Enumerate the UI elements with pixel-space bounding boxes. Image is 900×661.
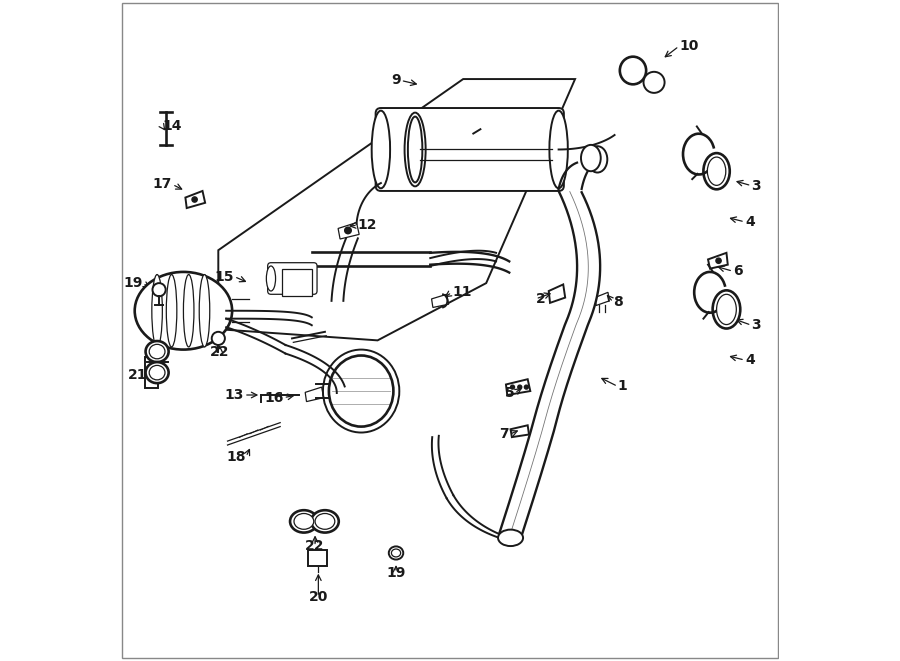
Ellipse shape [146,362,168,383]
FancyBboxPatch shape [267,262,317,294]
FancyBboxPatch shape [283,269,312,296]
Text: 4: 4 [745,353,754,367]
Text: 17: 17 [153,177,172,192]
Text: 3: 3 [752,318,761,332]
Polygon shape [338,223,359,239]
Text: 22: 22 [305,539,325,553]
Ellipse shape [392,549,400,557]
Ellipse shape [549,110,568,188]
Polygon shape [305,387,324,402]
Ellipse shape [135,272,232,350]
Text: 4: 4 [745,215,754,229]
Ellipse shape [389,547,403,560]
Circle shape [716,258,721,263]
Circle shape [152,283,166,296]
Ellipse shape [707,157,725,185]
Text: 11: 11 [452,286,472,299]
Ellipse shape [581,145,600,171]
Text: 19: 19 [386,566,406,580]
Text: 1: 1 [617,379,627,393]
Text: 8: 8 [613,295,623,309]
Text: 22: 22 [210,344,230,358]
Text: 21: 21 [128,368,148,382]
Polygon shape [595,292,609,305]
Polygon shape [185,191,205,208]
Ellipse shape [315,514,335,529]
Ellipse shape [166,274,176,347]
Polygon shape [432,294,449,307]
Ellipse shape [408,116,422,182]
Ellipse shape [149,344,165,359]
Ellipse shape [713,290,741,329]
Text: 2: 2 [536,292,545,306]
FancyBboxPatch shape [145,358,158,388]
Ellipse shape [149,366,165,380]
Ellipse shape [328,356,393,426]
Circle shape [212,332,225,345]
Ellipse shape [620,57,646,85]
Text: 7: 7 [500,428,509,442]
Text: 6: 6 [733,264,742,278]
Ellipse shape [184,274,194,347]
Ellipse shape [704,153,730,189]
Polygon shape [500,191,600,533]
Ellipse shape [716,294,736,325]
Text: 20: 20 [309,590,328,604]
Ellipse shape [294,514,314,529]
Text: 13: 13 [225,388,244,402]
Text: 3: 3 [752,178,761,193]
Ellipse shape [152,274,162,347]
Ellipse shape [372,110,390,188]
Ellipse shape [311,510,338,533]
Text: 18: 18 [227,450,246,464]
Text: 5: 5 [505,386,515,400]
Polygon shape [506,379,530,395]
Text: 15: 15 [214,270,234,284]
Polygon shape [549,284,565,303]
Text: 19: 19 [123,276,142,290]
Ellipse shape [588,146,608,173]
Ellipse shape [266,266,275,291]
Polygon shape [510,425,529,437]
FancyBboxPatch shape [375,108,564,191]
Text: 10: 10 [680,39,698,53]
Ellipse shape [498,529,523,546]
FancyBboxPatch shape [309,551,327,566]
Ellipse shape [644,72,664,93]
Text: 16: 16 [264,391,284,405]
Ellipse shape [146,341,168,362]
Circle shape [518,385,522,389]
Circle shape [192,197,197,202]
Text: 14: 14 [162,120,182,134]
Text: 12: 12 [358,218,377,232]
Text: 9: 9 [391,73,401,87]
Ellipse shape [199,274,210,347]
Ellipse shape [290,510,318,533]
Circle shape [510,385,515,389]
Circle shape [345,227,351,234]
Circle shape [525,385,528,389]
Polygon shape [708,253,728,268]
